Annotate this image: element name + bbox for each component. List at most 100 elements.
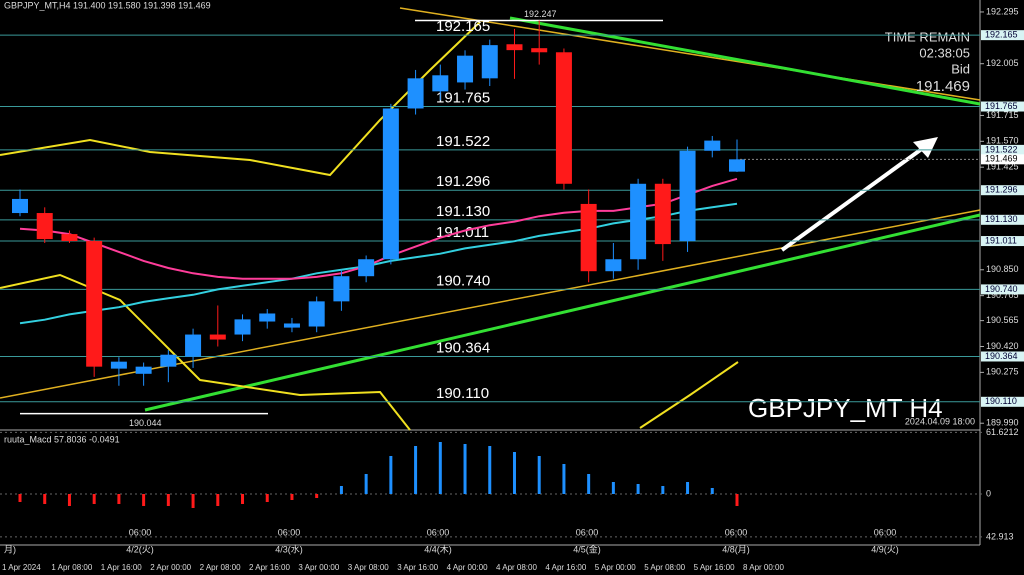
candle-body (86, 241, 103, 367)
time-label: 4/9(火) (871, 544, 899, 554)
date-label: 1 Apr 08:00 (51, 563, 92, 572)
candle-body (506, 44, 523, 51)
candle-body (308, 301, 325, 327)
level-axis-label: 190.740 (985, 284, 1018, 294)
candle-body (704, 140, 721, 151)
bid-axis-label: 191.469 (985, 154, 1018, 164)
level-axis-label: 190.364 (985, 351, 1018, 361)
macd-bar (67, 494, 71, 506)
macd-bar (241, 494, 245, 504)
bid-label: Bid (951, 61, 970, 76)
time-label: 06:00 (129, 527, 152, 537)
candle-body (333, 276, 350, 302)
bid-box (981, 154, 1024, 165)
time-label: 4/3(水) (275, 543, 303, 554)
macd-bar (142, 494, 146, 506)
level-label: 192.165 (436, 18, 490, 35)
macd-bar (216, 494, 220, 506)
moving-average (19, 202, 738, 325)
candle-body (407, 78, 424, 109)
trend-line (399, 7, 981, 101)
macd-bar (389, 456, 393, 494)
time-label: TIME REMAIN (885, 29, 970, 44)
candle-body (630, 183, 647, 260)
macd-bar (438, 442, 442, 494)
time-label: 4/2(火) (126, 544, 154, 554)
date-label: 5 Apr 16:00 (694, 563, 735, 572)
candle-body (382, 108, 399, 260)
date-label: 2 Apr 00:00 (150, 563, 191, 572)
candle-body (432, 75, 449, 92)
symbol-title: GBPJPY_MT H4 (748, 393, 943, 423)
header: GBPJPY_MT,H4 191.400 191.580 191.398 191… (4, 0, 211, 10)
candle-body (12, 198, 28, 214)
candle-body (605, 259, 622, 272)
arrow (780, 141, 932, 252)
macd-bar (339, 486, 343, 494)
y-tick-label: 192.005 (986, 58, 1019, 68)
y-tick-label: 192.295 (986, 6, 1019, 16)
moving-average (19, 177, 738, 280)
macd-label: ruuta_Macd 57.8036 -0.0491 (4, 434, 120, 444)
y-tick-label: 190.565 (986, 315, 1019, 325)
macd-bar (315, 494, 319, 498)
macd-tick-label: 42.913 (986, 531, 1014, 541)
level-label: 190.110 (436, 385, 489, 402)
candle-body (209, 334, 226, 340)
level-label: 190.740 (436, 272, 490, 289)
time-label: 06:00 (725, 527, 748, 537)
candle-body (654, 183, 671, 245)
level-box (981, 351, 1024, 362)
macd-bar (636, 484, 640, 494)
macd-bar (92, 494, 96, 504)
candle-body (457, 55, 474, 83)
level-box (981, 236, 1024, 247)
timestamp: 2024.04.09 18:00 (905, 416, 975, 426)
date-label: 1 Apr 2024 (2, 563, 41, 572)
time-label: 06:00 (576, 527, 599, 537)
candle-body (185, 334, 202, 357)
macd-bar (587, 474, 591, 494)
candle-body (135, 366, 152, 374)
date-label: 8 Apr 00:00 (743, 563, 784, 572)
candle-body (729, 159, 745, 172)
level-box (981, 101, 1024, 112)
macd-bar (290, 494, 294, 500)
macd-bar (512, 452, 516, 494)
candle-body (531, 48, 548, 53)
candle-body (110, 361, 127, 369)
time-label: 06:00 (427, 527, 450, 537)
level-label: 191.296 (436, 173, 490, 190)
level-axis-label: 190.110 (985, 396, 1017, 406)
candle-body (580, 203, 597, 272)
candle-body (160, 354, 177, 367)
macd-bar (710, 488, 714, 494)
level-axis-label: 191.011 (985, 235, 1017, 245)
date-label: 3 Apr 08:00 (348, 563, 389, 572)
y-tick-label: 191.570 (986, 136, 1019, 146)
date-label: 4 Apr 00:00 (447, 563, 488, 572)
level-axis-label: 192.165 (985, 30, 1018, 40)
level-label: 191.130 (436, 203, 490, 220)
extreme-label: 190.044 (129, 418, 162, 428)
macd-bar (265, 494, 269, 502)
y-tick-label: 191.715 (986, 110, 1019, 120)
date-label: 5 Apr 08:00 (644, 563, 685, 572)
macd-bar (166, 494, 170, 506)
level-box (981, 284, 1024, 295)
level-label: 190.364 (436, 339, 490, 356)
time-label: 06:00 (874, 527, 897, 537)
macd-bar (488, 446, 492, 494)
macd-bar (43, 494, 47, 504)
level-box (981, 396, 1024, 407)
macd-bar (414, 446, 418, 494)
trend-line (509, 16, 981, 106)
y-tick-label: 190.705 (986, 290, 1019, 300)
macd-bar (562, 464, 566, 494)
time-label: 4/4(木) (424, 543, 452, 554)
y-tick-label: 189.990 (986, 418, 1019, 428)
candle-body (234, 319, 251, 335)
extreme-label: 192.247 (524, 9, 557, 19)
macd-tick-label: 61.6212 (986, 427, 1019, 437)
bid-price: 191.469 (916, 78, 970, 95)
